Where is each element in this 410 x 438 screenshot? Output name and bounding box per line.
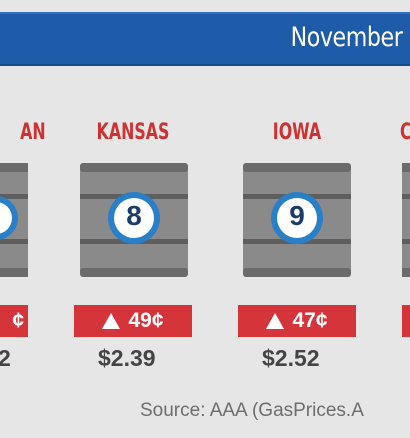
top-strip [0, 0, 410, 12]
change-value-1: ¢ [12, 309, 24, 332]
price-1: 2 [0, 345, 11, 371]
change-value-kansas: 49¢ [128, 309, 164, 332]
price-kansas: $2.39 [98, 345, 156, 371]
change-value-iowa: 47¢ [292, 309, 328, 332]
state-name-iowa: IOWA [272, 120, 322, 145]
up-triangle-icon [102, 313, 121, 329]
header-bar: November [0, 12, 410, 66]
change-badge-1: ¢ [0, 305, 28, 337]
change-badge-iowa: 47¢ [238, 305, 356, 337]
state-name-1: AN [20, 120, 46, 145]
rank-kansas: 8 [126, 200, 142, 231]
state-name-4: C [400, 120, 410, 145]
rank-iowa: 9 [289, 200, 305, 231]
price-iowa: $2.52 [262, 345, 320, 371]
barrel-icon-kansas [80, 163, 188, 277]
barrel-icon-4 [402, 163, 410, 277]
up-triangle-icon [266, 313, 285, 329]
change-badge-4 [402, 305, 410, 337]
source-note: Source: AAA (GasPrices.A [140, 400, 364, 421]
barrel-icon-1 [0, 163, 28, 277]
header-title: November [290, 22, 402, 53]
state-name-kansas: KANSAS [96, 120, 170, 145]
change-badge-kansas: 49¢ [74, 305, 192, 337]
barrel-icon-iowa [243, 163, 351, 277]
